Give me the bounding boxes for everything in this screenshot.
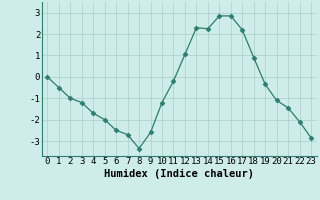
X-axis label: Humidex (Indice chaleur): Humidex (Indice chaleur) bbox=[104, 169, 254, 179]
